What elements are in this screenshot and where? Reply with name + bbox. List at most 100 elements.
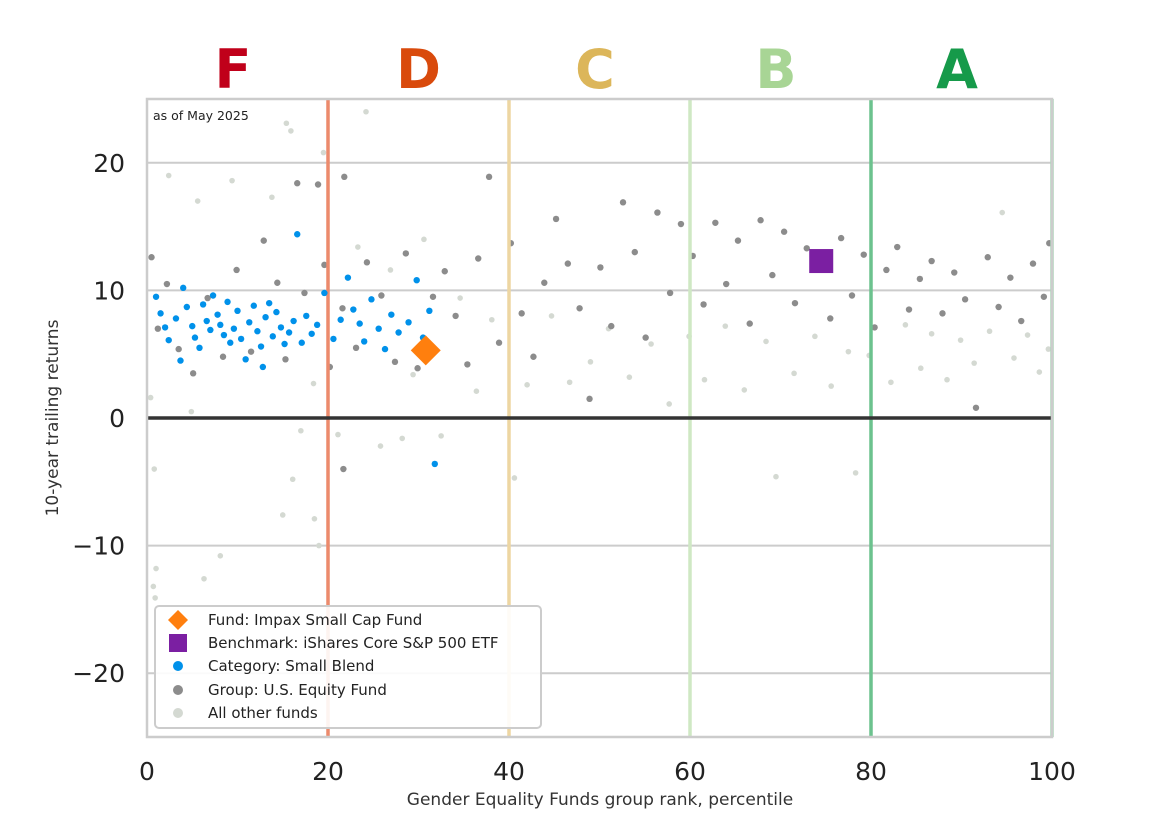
point-group-fund <box>301 289 308 297</box>
point-category-fund <box>161 324 169 331</box>
point-category-fund <box>308 330 315 337</box>
point-group-fund <box>391 358 399 366</box>
point-other-fund <box>279 512 286 518</box>
point-category-fund <box>257 343 265 350</box>
point-other-fund <box>722 323 729 329</box>
point-group-fund <box>666 289 674 297</box>
point-group-fund <box>791 299 799 307</box>
point-category-fund <box>381 345 389 353</box>
point-other-fund <box>269 194 275 201</box>
point-other-fund <box>845 348 852 355</box>
point-group-fund <box>608 322 615 330</box>
point-category-fund <box>330 335 337 343</box>
point-other-fund <box>548 313 555 319</box>
point-group-fund <box>363 259 371 266</box>
point-other-fund <box>283 120 290 127</box>
point-other-fund <box>489 316 495 323</box>
point-other-fund <box>587 359 594 365</box>
point-group-fund <box>260 237 267 244</box>
point-category-fund <box>321 289 328 297</box>
point-group-fund <box>464 361 471 368</box>
point-group-fund <box>757 217 764 224</box>
point-category-fund <box>277 324 285 331</box>
point-other-fund <box>917 365 924 372</box>
point-other-fund <box>666 401 672 407</box>
point-other-fund <box>188 408 195 415</box>
point-group-fund <box>321 261 328 269</box>
foreground-points <box>152 231 834 468</box>
plot-frame <box>145 97 1054 739</box>
point-group-fund <box>619 199 627 206</box>
fund-marker <box>410 335 441 366</box>
legend: Fund: Impax Small Cap Fund Benchmark: iSh… <box>154 605 542 729</box>
y-tick-label: −20 <box>72 659 125 688</box>
point-group-fund <box>848 292 856 299</box>
point-group-fund <box>340 465 347 473</box>
point-category-fund <box>388 311 395 318</box>
point-group-fund <box>746 320 753 327</box>
tick-labels: 0 20 40 60 80 100 −20 −10 0 10 20 <box>72 149 1076 786</box>
legend-label: Benchmark: iShares Core S&P 500 ETF <box>208 634 498 652</box>
point-other-fund <box>1024 332 1031 338</box>
point-category-fund <box>183 303 191 311</box>
point-category-fund <box>209 292 217 299</box>
point-other-fund <box>355 244 361 250</box>
point-group-fund <box>803 245 810 252</box>
point-category-fund <box>350 306 357 313</box>
point-group-fund <box>871 324 878 331</box>
point-category-fund <box>294 231 301 238</box>
point-other-fund <box>828 383 834 389</box>
point-category-fund <box>230 325 238 332</box>
point-category-fund <box>356 320 363 327</box>
y-tick-label: 10 <box>93 276 125 305</box>
point-other-fund <box>648 341 654 347</box>
point-group-fund <box>916 275 924 283</box>
legend-swatch-dot <box>173 661 183 671</box>
point-group-fund <box>827 315 834 322</box>
point-category-fund <box>250 302 257 309</box>
x-tick-label: 0 <box>139 757 155 786</box>
point-category-fund <box>237 335 245 343</box>
background-points <box>147 108 1053 601</box>
point-other-fund <box>421 236 427 243</box>
point-other-fund <box>928 330 935 337</box>
point-group-fund <box>541 279 548 286</box>
point-category-fund <box>361 338 368 345</box>
point-category-fund <box>426 307 433 315</box>
point-category-fund <box>303 312 310 320</box>
x-tick-label: 100 <box>1028 757 1076 786</box>
legend-swatch-dot <box>173 708 183 718</box>
point-group-fund <box>148 254 155 261</box>
point-other-fund <box>524 382 530 388</box>
point-group-fund <box>894 243 901 251</box>
point-group-fund <box>414 365 421 372</box>
point-other-fund <box>217 553 224 559</box>
legend-label: All other funds <box>208 704 318 722</box>
point-category-fund <box>189 322 196 330</box>
point-group-fund <box>642 334 649 341</box>
point-other-fund <box>335 431 341 438</box>
point-group-fund <box>939 310 946 317</box>
point-category-fund <box>259 363 267 371</box>
point-group-fund <box>341 173 348 181</box>
point-group-fund <box>339 305 346 312</box>
point-other-fund <box>986 328 993 335</box>
point-category-fund <box>224 298 231 306</box>
point-group-fund <box>883 266 890 274</box>
point-other-fund <box>201 575 207 582</box>
point-group-fund <box>475 255 482 262</box>
point-group-fund <box>175 345 182 353</box>
point-other-fund <box>377 443 384 449</box>
point-other-fund <box>151 466 158 472</box>
legend-swatch-fund <box>168 610 188 630</box>
y-axis-title: 10-year trailing returns <box>43 319 63 516</box>
point-group-fund <box>597 264 604 271</box>
point-group-fund <box>1018 317 1025 325</box>
point-category-fund <box>203 317 210 325</box>
point-category-fund <box>199 301 207 308</box>
point-other-fund <box>387 267 394 273</box>
point-group-fund <box>1007 274 1014 281</box>
point-category-fund <box>214 311 221 318</box>
point-group-fund <box>282 356 289 363</box>
